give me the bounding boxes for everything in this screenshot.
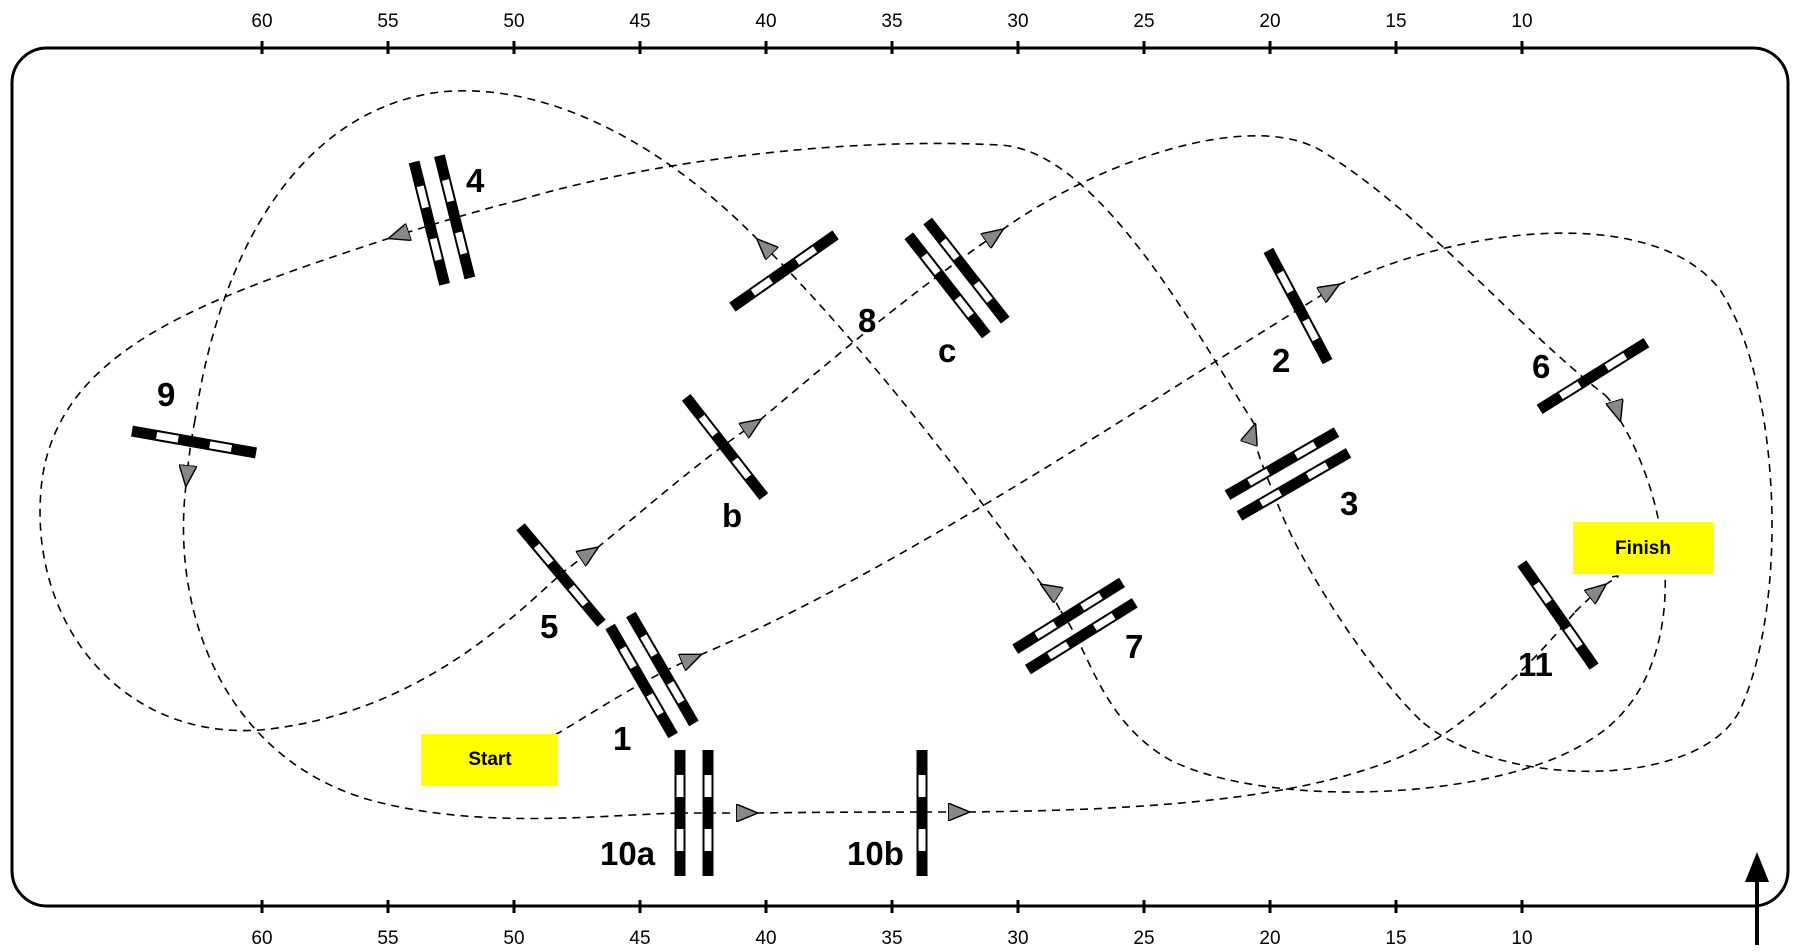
top-tick-label: 50	[503, 11, 524, 32]
top-tick-label: 60	[251, 11, 272, 32]
bottom-tick-label: 15	[1385, 928, 1406, 949]
finish-label: Finish	[1615, 538, 1671, 559]
bottom-tick-label: 40	[755, 928, 776, 949]
top-tick-label: 20	[1259, 11, 1280, 32]
obstacle-label-9: 9	[157, 376, 175, 413]
obstacle-7	[1012, 577, 1138, 675]
obstacle-10b	[916, 750, 928, 876]
obstacle-label-11: 11	[1518, 646, 1553, 683]
top-tick-label: 10	[1511, 11, 1532, 32]
obstacle-label-1: 1	[613, 720, 631, 757]
top-ruler	[260, 41, 1524, 54]
obstacle-label-c: c	[938, 332, 956, 369]
obstacle-9	[131, 425, 257, 459]
obstacle-labels: 1 2 3 4 5 6 7 8 9 10a 10b 11 b c	[157, 162, 1553, 872]
obstacle-label-3: 3	[1340, 485, 1358, 522]
top-tick-label: 45	[629, 11, 650, 32]
bottom-tick-label: 35	[881, 928, 902, 949]
bottom-tick-label: 55	[377, 928, 398, 949]
obstacle-5	[516, 523, 606, 627]
bottom-tick-label: 25	[1133, 928, 1154, 949]
start-label: Start	[468, 749, 512, 770]
bottom-ruler	[260, 900, 1524, 913]
obstacle-label-b: b	[722, 497, 742, 534]
obstacle-label-4: 4	[466, 162, 485, 199]
start-marker: Start	[421, 734, 558, 786]
bottom-tick-label: 10	[1511, 928, 1532, 949]
obstacle-6	[1536, 337, 1650, 415]
obstacle-label-10b: 10b	[847, 835, 904, 872]
finish-marker: Finish	[1573, 522, 1713, 574]
obstacle-label-7: 7	[1125, 628, 1143, 665]
bottom-tick-label: 50	[503, 928, 524, 949]
top-tick-label: 55	[377, 11, 398, 32]
obstacle-label-5: 5	[540, 608, 558, 645]
bottom-tick-label: 60	[251, 928, 272, 949]
obstacle-label-10a: 10a	[600, 835, 656, 872]
north-arrow-icon	[1745, 852, 1769, 945]
top-tick-label: 40	[755, 11, 776, 32]
obstacle-8	[729, 230, 839, 312]
top-tick-labels: 60 55 50 45 40 35 30 25 20 15 10	[251, 11, 1532, 32]
obstacle-3	[1224, 427, 1352, 521]
bottom-tick-labels: 60 55 50 45 40 35 30 25 20 15 10	[251, 928, 1532, 949]
obstacle-label-2: 2	[1272, 342, 1290, 379]
top-tick-label: 25	[1133, 11, 1154, 32]
top-tick-label: 15	[1385, 11, 1406, 32]
top-tick-label: 35	[881, 11, 902, 32]
obstacle-label-8: 8	[858, 302, 876, 339]
bottom-tick-label: 30	[1007, 928, 1028, 949]
obstacle-b	[681, 393, 769, 501]
arena-border	[10, 46, 1790, 908]
obstacle-label-6: 6	[1532, 348, 1550, 385]
bottom-tick-label: 20	[1259, 928, 1280, 949]
top-tick-label: 30	[1007, 11, 1028, 32]
bottom-tick-label: 45	[629, 928, 650, 949]
course-route	[39, 90, 1773, 819]
